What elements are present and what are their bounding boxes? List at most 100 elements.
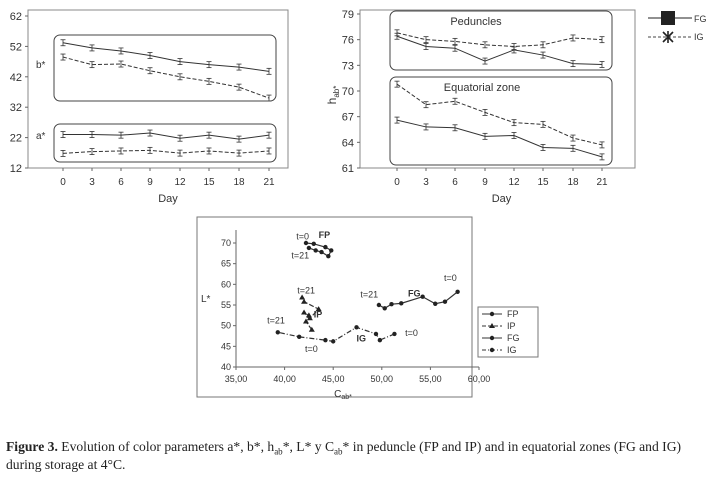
data-point-ig [323, 337, 328, 343]
group-label-a: a* [36, 131, 46, 142]
y-tick-label-3: 60 [221, 279, 231, 289]
y-tick-label-3: 55 [221, 300, 231, 310]
y-tick-label-3: 50 [221, 321, 231, 331]
y-tick-label-1: 62 [10, 11, 22, 23]
legend-marker-ip [489, 323, 495, 328]
data-point-ig [392, 331, 397, 337]
data-point-fp [326, 254, 331, 259]
series-line-ig [396, 32, 603, 48]
data-point-ip [306, 315, 313, 321]
data-point-fg [376, 302, 382, 308]
x-tick-label-1: 9 [147, 177, 153, 188]
x-tick-label-3: 45,00 [322, 374, 345, 384]
data-point-ip [301, 298, 308, 304]
legend-label-fg: FG [694, 14, 707, 24]
x-tick-label-3: 35,00 [225, 374, 248, 384]
y-tick-label-2: 73 [342, 60, 354, 72]
x-tick-label-2: 3 [423, 177, 429, 188]
y-tick-label-3: 40 [221, 362, 231, 372]
group-box-a [53, 123, 277, 163]
data-point-fg [399, 301, 404, 306]
data-point-fp [303, 240, 309, 246]
data-point-fg [420, 294, 425, 299]
data-point-fp [311, 241, 316, 247]
annotation-label: t=0 [405, 328, 418, 338]
y-tick-label-1: 12 [10, 163, 22, 175]
data-point-ip [302, 318, 309, 324]
group-box-peduncles [389, 10, 613, 71]
y-tick-label-2: 79 [342, 9, 354, 21]
annotation-label: t=21 [297, 285, 315, 295]
y-tick-label-1: 22 [10, 133, 22, 145]
y-tick-label-3: 45 [221, 341, 231, 351]
legend-label-fp: FP [507, 309, 519, 319]
x-tick-label-2: 15 [537, 177, 549, 188]
x-tick-label-1: 15 [203, 177, 215, 188]
data-point-fg [442, 299, 448, 304]
annotation-label: t=0 [444, 273, 457, 283]
x-axis-title-2: Day [492, 193, 512, 205]
legend-label-fg: FG [507, 333, 520, 343]
data-point-ip [299, 294, 306, 300]
legend-marker-fp [489, 311, 495, 317]
y-tick-label-2: 64 [342, 137, 354, 149]
x-axis-title-3: Cab* [334, 389, 352, 401]
x-tick-label-3: 40,00 [273, 374, 296, 384]
data-point-ip [305, 312, 312, 318]
legend-marker-ig [489, 347, 495, 353]
annotation-label: t=21 [291, 251, 309, 261]
data-point-ig [354, 325, 359, 330]
y-tick-label-1: 32 [10, 102, 22, 114]
y-tick-label-3: 65 [221, 259, 231, 269]
annotation-label: FG [408, 289, 421, 299]
legend-label-ig: IG [694, 32, 704, 42]
x-tick-label-3: 55,00 [419, 374, 442, 384]
series-line-ig [62, 56, 270, 99]
plot-frame-1 [27, 9, 289, 169]
series-line-fg [63, 132, 270, 140]
x-tick-label-3: 50,00 [371, 374, 394, 384]
series-line-fg [396, 119, 603, 158]
plot-frame-2 [359, 9, 636, 169]
data-point-fg [389, 301, 394, 307]
data-point-ip [315, 306, 322, 312]
x-tick-label-1: 0 [60, 177, 66, 188]
plot-frame-3 [196, 216, 473, 398]
caption-text: Evolution of color parameters a*, b*, ha… [6, 439, 682, 472]
annotation-label: t=21 [267, 316, 285, 326]
data-point-fp [319, 249, 324, 255]
annotation-label: FP [319, 230, 331, 240]
legend-label-ip: IP [507, 321, 516, 331]
figure-caption: Figure 3. Evolution of color parameters … [6, 438, 710, 474]
x-tick-label-1: 3 [89, 177, 95, 188]
annotation-label: t=0 [305, 344, 318, 354]
x-tick-label-2: 12 [508, 177, 520, 188]
series-line-fg [62, 42, 270, 72]
x-tick-label-1: 21 [263, 177, 275, 188]
y-tick-label-3: 70 [221, 238, 231, 248]
data-point-ip [308, 326, 315, 332]
x-tick-label-2: 0 [394, 177, 400, 188]
x-tick-label-3: 60,00 [468, 374, 491, 384]
y-tick-label-2: 76 [342, 35, 354, 47]
group-label-equatorial: Equatorial zone [444, 82, 520, 94]
data-point-ip [301, 309, 308, 315]
annotation-label: IP [314, 309, 323, 319]
legend-box-bottom [477, 306, 539, 358]
annotation-label: t=21 [360, 290, 378, 300]
group-label-peduncles: Peduncles [450, 16, 502, 28]
x-tick-label-1: 12 [174, 177, 186, 188]
group-box-b [53, 34, 277, 102]
group-box-equatorial [389, 76, 613, 166]
data-point-ig [373, 331, 379, 337]
y-axis-title-2: hab* [325, 86, 341, 105]
data-point-fp [313, 248, 318, 253]
x-tick-label-2: 21 [596, 177, 608, 188]
data-point-fp [323, 244, 328, 250]
x-tick-label-1: 18 [233, 177, 245, 188]
legend-marker-fg [661, 11, 675, 25]
legend-label-ig: IG [507, 345, 517, 355]
data-point-fp [329, 248, 334, 253]
group-label-b: b* [36, 60, 46, 71]
